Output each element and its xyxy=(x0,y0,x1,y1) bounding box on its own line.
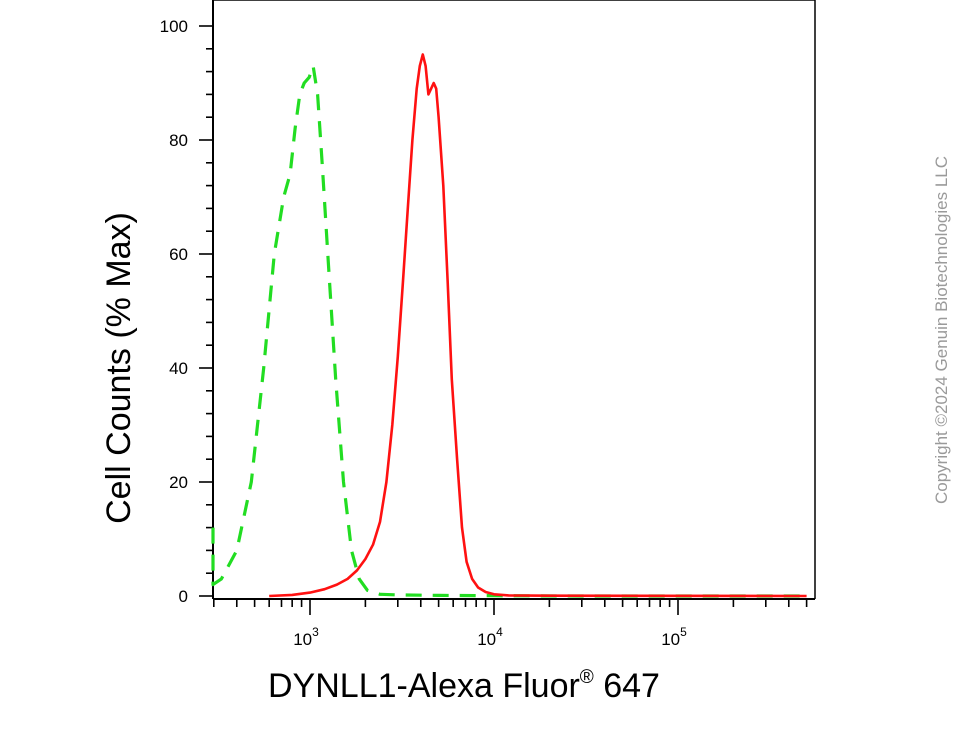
x-axis-title-suffix: 647 xyxy=(594,667,660,705)
x-axis-title-mark: ® xyxy=(580,667,594,688)
control-histogram-line xyxy=(211,64,807,598)
y-axis-ticks: 0 20 40 60 80 100 xyxy=(160,17,213,606)
y-tick-label: 80 xyxy=(169,131,188,150)
x-tick-label: 103 xyxy=(293,625,319,649)
y-tick-label: 100 xyxy=(160,17,188,36)
y-tick-label: 0 xyxy=(179,587,188,606)
x-axis-title-main: DYNLL1-Alexa Fluor xyxy=(268,667,580,705)
copyright-watermark: Copyright ©2024 Genuin Biotechnologies L… xyxy=(932,156,951,504)
x-axis-ticks: 103 104 105 xyxy=(212,599,808,649)
sample-histogram-line xyxy=(269,53,807,598)
x-tick-label: 105 xyxy=(661,625,687,649)
x-axis-title: DYNLL1-Alexa Fluor® 647 xyxy=(268,667,660,705)
y-axis-title: Cell Counts (% Max) xyxy=(100,212,138,524)
x-tick-label: 104 xyxy=(477,625,503,649)
y-tick-label: 60 xyxy=(169,245,188,264)
y-tick-label: 40 xyxy=(169,359,188,378)
series-layer xyxy=(211,53,807,598)
y-tick-label: 20 xyxy=(169,473,188,492)
